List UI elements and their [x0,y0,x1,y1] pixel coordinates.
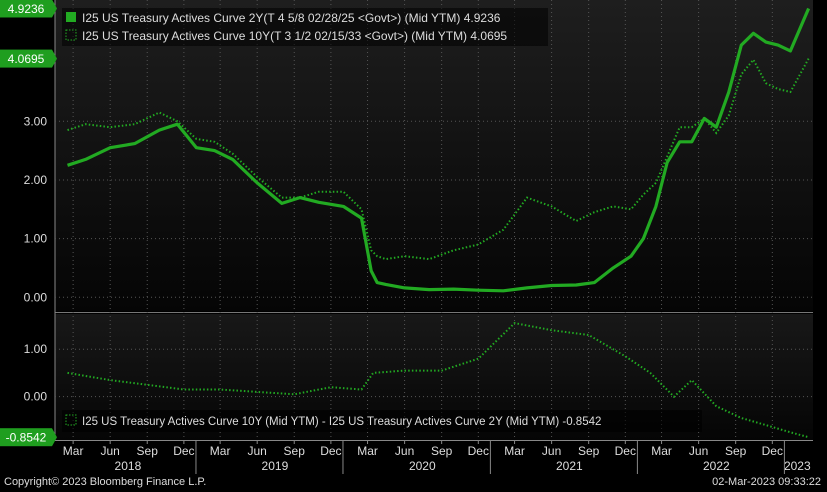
x-month-label: Jun [100,444,119,458]
lower-legend: I25 US Treasury Actives Curve 10Y (Mid Y… [62,410,702,432]
upper-last-value-badge [0,49,52,68]
x-month-label: Jun [248,444,267,458]
x-year-label: 2023 [784,459,811,473]
upper-y-tick-label: 3.00 [24,114,48,128]
upper-plot-area [55,0,813,311]
upper-series [67,7,811,293]
upper-y-tick-label: 2.00 [24,173,48,187]
upper-last-value-badge [0,0,52,18]
x-tick-labels: Mar Jun Sep Dec Mar Jun Sep Dec Mar Jun Sep Dec Mar J… [63,440,811,474]
x-year-label: 2022 [703,459,730,473]
x-month-label: Dec [173,444,194,458]
x-month-label: Jun [542,444,561,458]
x-month-label: Dec [762,444,783,458]
x-year-label: 2021 [556,459,583,473]
x-month-label: Jun [689,444,708,458]
x-month-label: Mar [357,444,378,458]
x-month-label: Mar [210,444,231,458]
upper-series-0 [67,7,811,293]
lower-badge-pointer [52,428,57,447]
timestamp-text: 02-Mar-2023 09:33:22 [712,476,821,488]
x-month-label: Sep [284,444,306,458]
lower-last-value-badge [0,428,52,447]
x-month-label: Dec [468,444,489,458]
lower-series-0 [67,322,809,439]
legend-label-2y: I25 US Treasury Actives Curve 2Y(T 4 5/8… [82,11,501,25]
x-month-label: Sep [137,444,159,458]
lower-y-tick-label: 1.00 [24,342,48,356]
lower-grid [55,312,813,440]
lower-last-value-text: -0.8542 [6,431,47,445]
y-tick-labels: 0.00 1.00 2.00 3.00 0.00 1.00 [24,114,48,403]
upper-badge-pointer [52,49,57,68]
x-month-label: Mar [651,444,672,458]
x-month-label: Sep [725,444,747,458]
x-month-label: Dec [615,444,636,458]
lower-y-tick-label: 0.00 [24,390,48,404]
lower-series [67,322,809,439]
x-month-label: Dec [320,444,341,458]
last-value-badges: 4.9236 4.0695 -0.8542 [0,0,57,447]
lower-legend-box [62,410,702,432]
upper-badge-pointer [52,0,57,18]
x-month-label: Mar [504,444,525,458]
upper-legend-box [62,8,548,46]
upper-last-value-text: 4.9236 [8,2,45,16]
legend-swatch-2y [66,12,76,22]
legend-label-spread: I25 US Treasury Actives Curve 10Y (Mid Y… [82,416,601,428]
x-year-label: 2019 [262,459,289,473]
legend-swatch-10y [65,29,77,41]
x-year-label: 2018 [115,459,142,473]
x-year-label: 2020 [409,459,436,473]
x-month-label: Sep [431,444,453,458]
copyright-text: Copyright© 2023 Bloomberg Finance L.P. [4,476,207,488]
legend-label-10y: I25 US Treasury Actives Curve 10Y(T 3 1/… [82,29,507,43]
x-month-label: Jun [395,444,414,458]
legend-swatch-spread [65,414,77,426]
upper-last-value-text: 4.0695 [8,52,45,66]
upper-y-tick-label: 1.00 [24,232,48,246]
upper-legend: I25 US Treasury Actives Curve 2Y(T 4 5/8… [62,8,548,46]
x-month-label: Sep [578,444,600,458]
upper-series-1 [67,57,810,261]
x-month-label: Mar [63,444,84,458]
upper-y-tick-label: 0.00 [24,290,48,304]
